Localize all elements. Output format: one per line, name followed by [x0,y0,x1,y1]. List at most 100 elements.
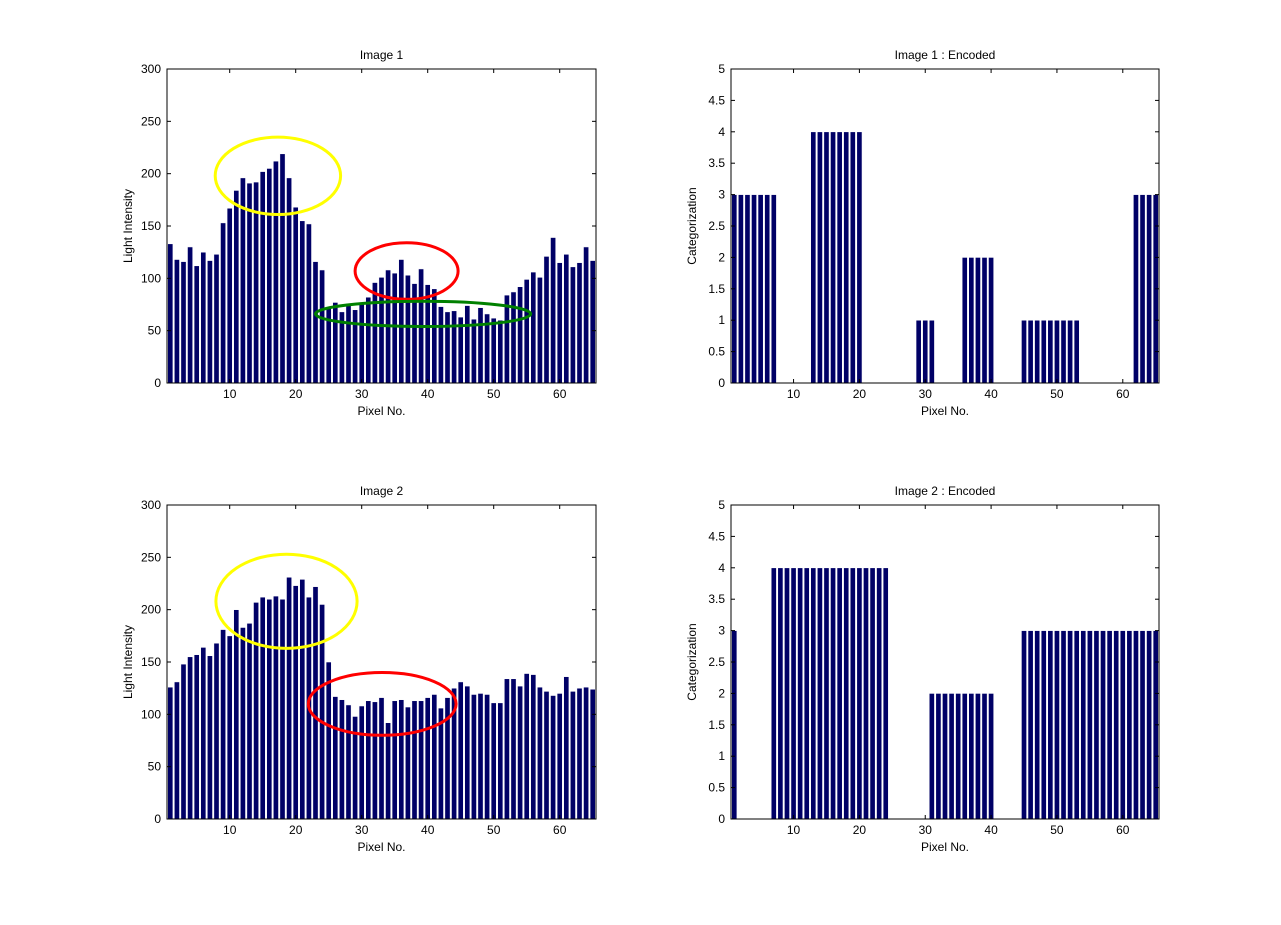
bar [1119,630,1126,820]
bar [220,629,227,820]
bar [259,596,266,820]
bar [797,567,804,820]
bar [411,700,418,820]
bar [173,259,180,384]
y-tick-label: 1.5 [708,282,725,296]
bar [1034,319,1041,384]
bar [550,237,557,384]
y-tick-label: 100 [141,707,161,721]
bar [510,678,517,820]
y-tick-label: 1 [718,749,725,763]
y-tick-label: 200 [141,603,161,617]
y-tick-label: 0.5 [708,345,725,359]
bar [1126,630,1133,820]
bar [530,271,537,384]
bar [1073,319,1080,384]
bar [1060,630,1067,820]
y-axis-label: Categorization [685,623,699,700]
bar [220,222,227,384]
bar [1034,630,1041,820]
bar [777,567,784,820]
bar [1047,319,1054,384]
x-tick-label: 10 [223,823,237,837]
y-tick-label: 4.5 [708,529,725,543]
bar [246,622,253,820]
bar [279,153,286,384]
bar [1146,194,1153,384]
bar [286,576,293,820]
bar [365,296,372,384]
bar [816,131,823,384]
y-tick-label: 4 [718,561,725,575]
bar [955,693,962,820]
bar [961,257,968,384]
chart-3: 0 50 100 150 200 250 300 10 20 30 40 50 60 Image 2 Pix… [121,484,597,854]
bar [1060,319,1067,384]
bar [1139,630,1146,820]
bar [457,681,464,820]
bar [246,182,253,384]
bar [988,693,995,820]
y-tick-label: 3.5 [708,156,725,170]
bar [928,319,935,384]
bar [193,654,200,820]
bar [869,567,876,820]
bar [503,678,510,820]
bar [589,688,596,820]
bar [517,286,524,384]
bar [536,686,543,820]
bar [1133,630,1139,820]
bar [1080,630,1087,820]
bar [863,567,869,820]
bar [299,220,306,384]
bar [497,702,504,820]
bar [1086,630,1093,820]
bar [193,265,200,384]
bar [849,567,856,820]
bar [1040,319,1047,384]
bar [576,687,583,820]
bar [464,305,471,384]
bar [988,257,995,384]
bar [497,319,504,384]
x-tick-label: 30 [355,823,369,837]
chart-title: Image 1 [360,48,404,62]
y-axis-label: Categorization [685,187,699,264]
bar [470,694,477,820]
y-tick-label: 200 [141,167,161,181]
bar [187,246,194,384]
bar [266,598,273,820]
bar [173,681,180,820]
bar [1027,319,1034,384]
y-tick-label: 300 [141,62,161,76]
bar [464,685,471,820]
x-tick-label: 40 [421,387,435,401]
bar [358,705,365,820]
bar [213,253,220,384]
bar [576,262,583,384]
bar [424,284,431,384]
bar [974,693,981,820]
bar [167,243,174,384]
plot-area [731,69,1159,383]
chart-2: 0 0.5 1 1.5 2 2.5 3 3.5 4 4.5 5 10 20 30 40 50 60 Image 1… [685,48,1160,418]
y-tick-label: 50 [148,324,162,338]
y-tick-label: 5 [718,62,725,76]
bar [770,194,777,384]
bar [1040,630,1047,820]
y-tick-label: 2.5 [708,655,725,669]
y-tick-label: 150 [141,655,161,669]
bar [961,693,968,820]
bar [810,131,817,384]
bar [556,262,563,384]
bar [836,567,843,820]
bar [981,257,988,384]
bar [451,310,458,384]
bar [477,693,484,820]
bar [233,609,240,820]
bar [816,567,823,820]
bar [365,700,372,820]
bar [200,647,207,820]
bar [404,706,411,820]
